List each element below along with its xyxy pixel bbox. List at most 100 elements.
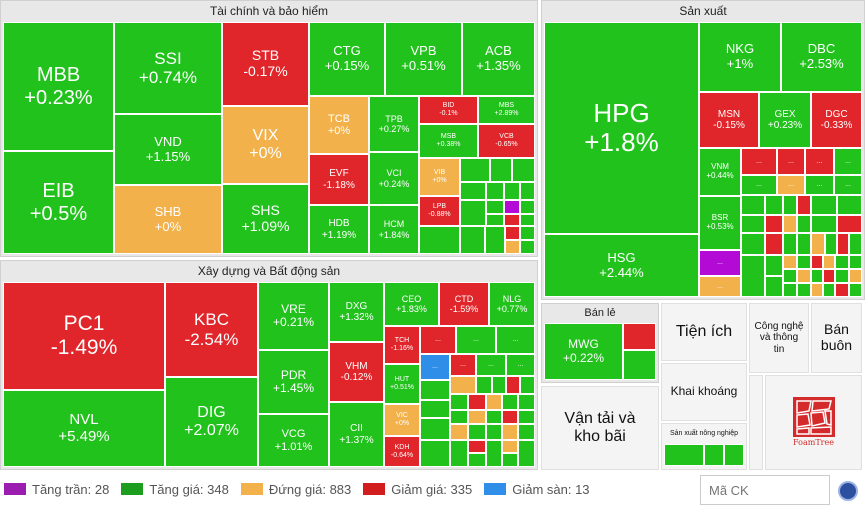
small-stock-tile[interactable] [468, 453, 486, 467]
small-stock-tile[interactable]: ... [420, 354, 450, 380]
small-stock-tile[interactable] [476, 376, 492, 394]
small-stock-tile[interactable] [741, 215, 765, 233]
small-stock-tile[interactable] [783, 255, 797, 269]
small-stock-tile[interactable] [520, 376, 535, 394]
small-stock-tile[interactable] [520, 226, 535, 240]
stock-tile[interactable]: SHB +0% [114, 185, 222, 254]
small-stock-tile[interactable] [765, 215, 783, 233]
small-stock-tile[interactable]: ... [496, 326, 535, 354]
small-stock-tile[interactable] [468, 394, 486, 410]
small-stock-tile[interactable] [520, 182, 535, 200]
small-stock-tile[interactable] [765, 276, 783, 297]
small-stock-tile[interactable] [823, 283, 835, 297]
stock-tile[interactable]: CII +1.37% [329, 402, 384, 467]
stock-tile[interactable]: VCB -0.65% [478, 124, 535, 158]
small-stock-tile[interactable] [490, 158, 512, 182]
small-stock-tile[interactable] [837, 233, 849, 255]
small-stock-tile[interactable] [811, 195, 837, 215]
small-stock-tile[interactable] [520, 214, 535, 226]
stock-tile[interactable]: DIG +2.07% [165, 377, 258, 467]
stock-tile[interactable]: HPG +1.8% [544, 22, 699, 234]
stock-tile[interactable]: VPB +0.51% [385, 22, 462, 96]
small-stock-tile[interactable] [783, 195, 797, 215]
stock-tile[interactable]: ACB +1.35% [462, 22, 535, 96]
small-stock-tile[interactable] [783, 269, 797, 283]
stock-tile[interactable]: VRE +0.21% [258, 282, 329, 350]
stock-tile[interactable]: CTG +0.15% [309, 22, 385, 96]
small-stock-tile[interactable] [811, 233, 825, 255]
sector-wholesale[interactable]: Bán buôn [811, 303, 862, 373]
small-stock-tile[interactable] [450, 410, 468, 424]
stock-tile[interactable]: HSG +2.44% [544, 234, 699, 297]
small-stock-tile[interactable]: ... [476, 354, 506, 376]
stock-tile[interactable]: NVL +5.49% [3, 390, 165, 467]
stock-tile[interactable]: VIC +0% [384, 404, 420, 436]
stock-tile[interactable]: CTD -1.59% [439, 282, 489, 326]
small-stock-tile[interactable] [741, 255, 765, 297]
small-stock-tile[interactable] [783, 233, 797, 255]
stock-tile[interactable]: BID -0.1% [419, 96, 478, 124]
stock-tile[interactable]: MSB +0.38% [419, 124, 478, 158]
small-stock-tile[interactable]: ... [777, 175, 805, 195]
globe-icon[interactable] [838, 481, 858, 501]
stock-tile[interactable]: EVF -1.18% [309, 154, 369, 205]
small-stock-tile[interactable] [460, 182, 486, 200]
small-stock-tile[interactable] [486, 214, 504, 226]
stock-tile[interactable]: VND +1.15% [114, 114, 222, 185]
small-stock-tile[interactable] [485, 226, 505, 254]
small-stock-tile[interactable] [450, 394, 468, 410]
small-stock-tile[interactable] [486, 394, 502, 410]
small-stock-tile[interactable] [765, 195, 783, 215]
stock-tile[interactable]: HUT +0.51% [384, 364, 420, 404]
small-stock-tile[interactable]: ... [506, 354, 535, 376]
sector-technology[interactable]: Công nghệ và thông tin [749, 303, 809, 373]
small-stock-tile[interactable] [849, 255, 862, 269]
small-stock-tile[interactable] [811, 215, 837, 233]
small-stock-tile[interactable]: ... [805, 175, 834, 195]
small-stock-tile[interactable] [468, 410, 486, 424]
stock-tile[interactable]: SHS +1.09% [222, 184, 309, 254]
small-stock-tile[interactable] [823, 269, 835, 283]
stock-tile[interactable]: NKG +1% [699, 22, 781, 92]
stock-tile[interactable]: HCM +1.84% [369, 205, 419, 254]
small-stock-tile[interactable] [518, 424, 535, 440]
small-stock-tile[interactable] [460, 226, 485, 254]
small-stock-tile[interactable]: ... [450, 354, 476, 376]
small-stock-tile[interactable] [783, 283, 797, 297]
small-stock-tile[interactable] [502, 394, 518, 410]
stock-tile[interactable]: PC1 -1.49% [3, 282, 165, 390]
small-stock-tile[interactable] [797, 195, 811, 215]
stock-tile[interactable]: VHM -0.12% [329, 342, 384, 402]
small-stock-tile[interactable] [502, 440, 518, 453]
stock-tile[interactable]: BSR +0.53% [699, 196, 741, 250]
small-stock-tile[interactable] [837, 195, 862, 215]
stock-tile[interactable]: TPB +0.27% [369, 96, 419, 152]
small-stock-tile[interactable]: ... [741, 175, 777, 195]
small-stock-tile[interactable] [486, 182, 504, 200]
search-input[interactable] [700, 475, 830, 505]
small-stock-tile[interactable] [741, 195, 765, 215]
small-stock-tile[interactable] [520, 240, 535, 254]
small-stock-tile[interactable] [835, 283, 849, 297]
small-stock-tile[interactable] [837, 215, 862, 233]
stock-tile[interactable]: PDR +1.45% [258, 350, 329, 414]
small-stock-tile[interactable] [504, 200, 520, 214]
stock-tile[interactable]: MWG +0.22% [544, 323, 623, 380]
stock-tile[interactable]: SSI +0.74% [114, 22, 222, 114]
small-stock-tile[interactable]: ... [741, 148, 777, 175]
small-stock-tile[interactable] [765, 255, 783, 276]
small-stock-tile[interactable] [623, 350, 656, 380]
stock-tile[interactable]: KDH -0.64% [384, 436, 420, 467]
stock-tile[interactable]: NLG +0.77% [489, 282, 535, 326]
small-stock-tile[interactable] [741, 233, 765, 255]
stock-tile[interactable]: VCI +0.24% [369, 152, 419, 205]
stock-tile[interactable]: DXG +1.32% [329, 282, 384, 342]
small-stock-tile[interactable]: ... [805, 148, 834, 175]
small-stock-tile[interactable] [506, 376, 520, 394]
small-stock-tile[interactable] [504, 214, 520, 226]
small-stock-tile[interactable] [486, 410, 502, 424]
small-stock-tile[interactable]: ... [777, 148, 805, 175]
small-stock-tile[interactable] [849, 283, 862, 297]
stock-tile[interactable]: VIX +0% [222, 106, 309, 184]
small-stock-tile[interactable] [664, 444, 704, 466]
